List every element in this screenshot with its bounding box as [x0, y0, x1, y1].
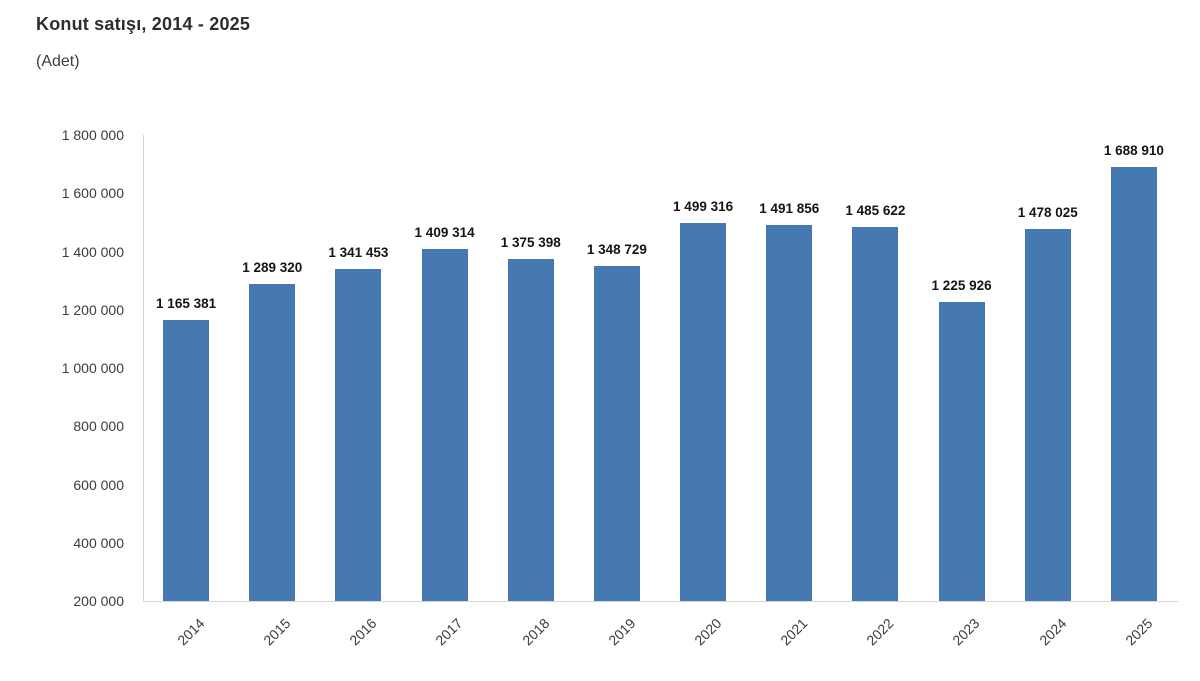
bar-value-label-2023: 1 225 926: [931, 278, 992, 294]
x-axis-label-2024: 2024: [1035, 615, 1070, 649]
y-axis-tick-label: 400 000: [73, 534, 124, 551]
bar-2017[interactable]: [421, 248, 468, 601]
bar-2021[interactable]: [766, 224, 813, 601]
bar-value-label-2017: 1 409 314: [414, 224, 475, 240]
bar-2016[interactable]: [335, 268, 382, 601]
y-axis-tick-label: 1 600 000: [61, 185, 124, 202]
bar-value-label-2019: 1 348 729: [586, 242, 647, 258]
bar-2020[interactable]: [680, 222, 727, 601]
y-axis-tick-label: 200 000: [73, 593, 124, 609]
bar-2023[interactable]: [938, 302, 985, 601]
x-axis-label-2021: 2021: [777, 615, 811, 649]
x-axis-label-2019: 2019: [604, 615, 639, 649]
bar-2019[interactable]: [593, 266, 640, 601]
bar-2022[interactable]: [852, 226, 899, 601]
y-axis-tick-label: 1 800 000: [61, 127, 124, 143]
y-axis-tick-label: 1 200 000: [61, 301, 124, 318]
bar-2014[interactable]: [163, 319, 210, 601]
bar-value-label-2020: 1 499 316: [673, 198, 734, 214]
y-axis-tick-label: 1 400 000: [61, 243, 124, 260]
bar-2024[interactable]: [1024, 228, 1071, 601]
plot-area: [143, 135, 1178, 602]
x-axis-label-2018: 2018: [518, 615, 553, 649]
bar-value-label-2021: 1 491 856: [759, 200, 820, 216]
x-axis-label-2014: 2014: [174, 615, 208, 649]
bar-value-label-2022: 1 485 622: [845, 202, 906, 218]
bar-value-label-2025: 1 688 910: [1103, 143, 1164, 159]
x-axis-label-2016: 2016: [346, 615, 380, 649]
x-axis-label-2025: 2025: [1121, 615, 1156, 649]
bar-2025[interactable]: [1110, 167, 1157, 601]
bar-2018[interactable]: [507, 258, 554, 601]
chart-unit-subtitle: (Adet): [36, 53, 80, 70]
x-axis-label-2020: 2020: [691, 615, 725, 649]
bar-value-label-2014: 1 165 381: [156, 295, 217, 311]
y-axis-tick-label: 600 000: [73, 476, 124, 493]
y-axis-tick-label: 1 000 000: [61, 360, 124, 376]
bar-2015[interactable]: [249, 283, 296, 601]
y-axis-tick-label: 800 000: [73, 418, 124, 435]
bar-value-label-2024: 1 478 025: [1017, 204, 1078, 220]
bar-value-label-2018: 1 375 398: [500, 234, 561, 250]
chart-title: Konut satışı, 2014 - 2025: [36, 14, 251, 34]
bar-value-label-2016: 1 341 453: [328, 244, 389, 260]
x-axis-label-2022: 2022: [863, 615, 897, 649]
x-axis-label-2017: 2017: [432, 615, 466, 649]
bar-value-label-2015: 1 289 320: [242, 259, 303, 275]
x-axis-label-2023: 2023: [949, 615, 983, 649]
x-axis-label-2015: 2015: [260, 615, 294, 649]
